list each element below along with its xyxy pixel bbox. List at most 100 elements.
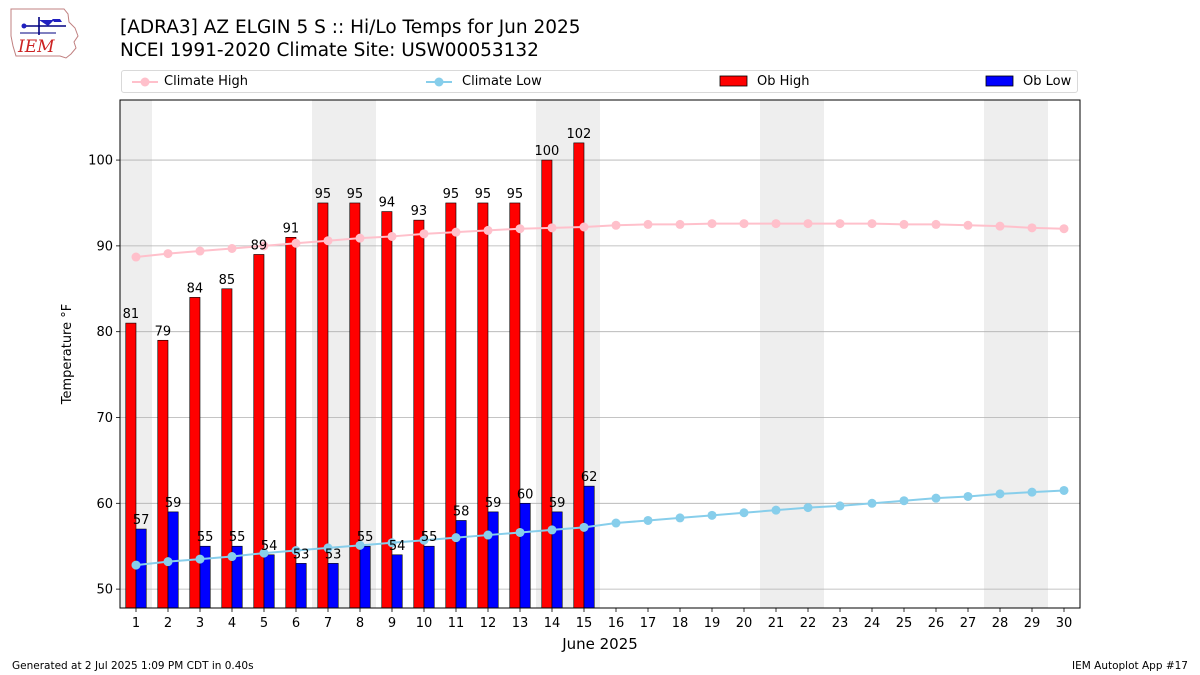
- ob-high-bar: [157, 339, 169, 609]
- x-tick-label: 19: [704, 616, 721, 631]
- logo-text: IEM: [17, 37, 55, 57]
- climate-low-point: [387, 538, 397, 548]
- climate-high-point: [771, 219, 781, 229]
- climate-low-point: [419, 535, 429, 545]
- gridlines: [120, 159, 1080, 590]
- ob-low-bar: [423, 545, 435, 609]
- x-tick-label: 25: [896, 616, 913, 631]
- ob-high-bar: [445, 202, 457, 609]
- bar-value-label: 89: [251, 238, 268, 253]
- chart-legend: Climate High Climate Low Ob High Ob Low: [121, 70, 1078, 93]
- climate-low-point: [259, 548, 269, 558]
- bar-value-label: 95: [315, 187, 332, 202]
- bar-value-label: 95: [347, 187, 364, 202]
- ob-low-bar: [487, 511, 499, 609]
- climate-low-point: [963, 491, 973, 501]
- climate-low-point: [771, 505, 781, 515]
- climate-high-point: [291, 238, 301, 248]
- climate-high-point: [963, 220, 973, 230]
- bar-value-label: 54: [261, 539, 278, 554]
- legend-label: Ob Low: [1023, 74, 1072, 89]
- bar-value-label: 54: [389, 539, 406, 554]
- bars: [125, 142, 595, 609]
- legend-label: Climate Low: [462, 74, 542, 89]
- bar-value-labels: 81 79 84 85 89 91 95 95 94 93 95 95 95 100 102 57 59 55 55…: [123, 127, 598, 562]
- iem-logo: IEM: [10, 8, 79, 59]
- climate-lines: [131, 219, 1069, 570]
- climate-high-point: [739, 219, 749, 229]
- x-tick-label: 20: [736, 616, 753, 631]
- climate-low-point: [931, 493, 941, 503]
- x-tick-label: 24: [864, 616, 881, 631]
- bar-value-label: 91: [283, 221, 300, 236]
- climate-low-point: [995, 489, 1005, 499]
- climate-high-point: [931, 219, 941, 229]
- climate-low-point: [195, 554, 205, 564]
- bar-value-label: 55: [197, 530, 214, 545]
- x-tick-label: 27: [960, 616, 977, 631]
- weekend-shading: [120, 100, 1048, 608]
- x-tick-label: 14: [544, 616, 561, 631]
- climate-low-point: [611, 518, 621, 528]
- bar-value-label: 53: [325, 547, 342, 562]
- x-tick-label: 21: [768, 616, 785, 631]
- climate-low-point: [131, 560, 141, 570]
- app-credit: IEM Autoplot App #17: [1072, 660, 1188, 672]
- climate-high-point: [867, 219, 877, 229]
- climate-low-point: [835, 501, 845, 511]
- climate-high-point: [579, 222, 589, 232]
- bar-value-label: 95: [443, 187, 460, 202]
- y-tick-label: 90: [96, 239, 113, 254]
- x-tick-label: 3: [196, 616, 204, 631]
- x-tick-label: 11: [448, 616, 465, 631]
- bar-value-label: 62: [581, 470, 598, 485]
- climate-low-point: [643, 515, 653, 525]
- climate-low-point: [547, 525, 557, 535]
- ob-low-bar: [391, 554, 403, 609]
- climate-high-point: [803, 219, 813, 229]
- bar-value-label: 95: [507, 187, 524, 202]
- x-tick-label: 23: [832, 616, 849, 631]
- x-tick-label: 6: [292, 616, 300, 631]
- x-tick-label: 8: [356, 616, 364, 631]
- ob-high-bar: [477, 202, 489, 609]
- bar-value-label: 55: [229, 530, 246, 545]
- climate-high-point: [611, 220, 621, 230]
- x-tick-label: 29: [1024, 616, 1041, 631]
- bar-value-label: 84: [187, 281, 204, 296]
- climate-low-point: [515, 527, 525, 537]
- climate-low-point: [899, 496, 909, 506]
- bar-value-label: 95: [475, 187, 492, 202]
- bar-value-label: 60: [517, 487, 534, 502]
- legend-label: Climate High: [164, 74, 249, 89]
- climate-low-point: [291, 546, 301, 556]
- climate-high-point: [227, 243, 237, 253]
- bar-value-label: 94: [379, 196, 396, 211]
- climate-low-point: [323, 543, 333, 553]
- climate-high-point: [707, 219, 717, 229]
- climate-high-point: [675, 219, 685, 229]
- climate-high-point: [515, 224, 525, 234]
- chart-subtitle: NCEI 1991-2020 Climate Site: USW00053132: [120, 40, 539, 61]
- bar-value-label: 85: [219, 273, 236, 288]
- bar-value-label: 55: [357, 530, 374, 545]
- climate-high-point: [1059, 224, 1069, 234]
- x-tick-label: 9: [388, 616, 396, 631]
- y-tick-label: 80: [96, 325, 113, 340]
- climate-low-point: [1059, 485, 1069, 495]
- climate-low-point: [1027, 487, 1037, 497]
- y-tick-label: 70: [96, 411, 113, 426]
- y-tick-label: 100: [88, 154, 113, 169]
- chart-title: [ADRA3] AZ ELGIN 5 S :: Hi/Lo Temps for …: [120, 17, 581, 38]
- ob-high-bar: [573, 142, 585, 609]
- climate-high-line: [135, 222, 1065, 259]
- x-tick-label: 28: [992, 616, 1009, 631]
- climate-high-point: [323, 236, 333, 246]
- ob-low-bar: [359, 545, 371, 609]
- climate-high-point: [131, 252, 141, 262]
- legend-label: Ob High: [757, 74, 810, 89]
- climate-high-point: [451, 227, 461, 237]
- ob-low-bar: [583, 485, 595, 609]
